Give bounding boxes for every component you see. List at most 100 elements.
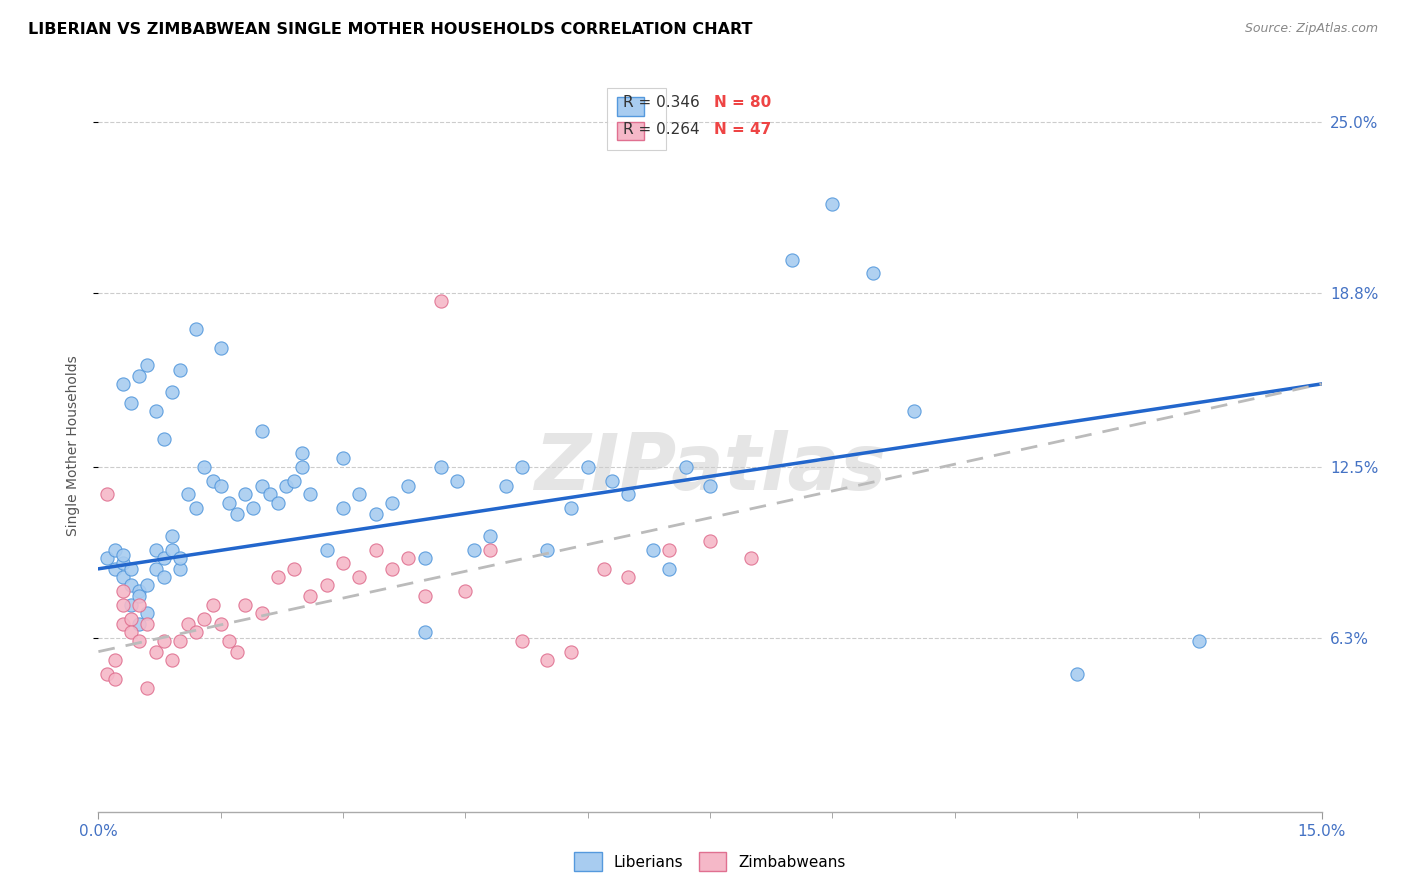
- Point: [193, 611, 215, 625]
- Text: R = 0.264: R = 0.264: [623, 122, 699, 136]
- Point: [413, 590, 436, 604]
- Point: [169, 363, 191, 377]
- Point: [560, 501, 582, 516]
- Point: [120, 598, 142, 612]
- Text: Source: ZipAtlas.com: Source: ZipAtlas.com: [1244, 22, 1378, 36]
- Point: [740, 550, 762, 565]
- Point: [267, 495, 290, 509]
- Point: [128, 598, 150, 612]
- Point: [576, 459, 599, 474]
- Point: [658, 562, 681, 576]
- Point: [111, 617, 134, 632]
- Point: [120, 562, 142, 576]
- Point: [145, 542, 167, 557]
- Point: [111, 557, 134, 571]
- Point: [699, 479, 721, 493]
- Point: [299, 590, 322, 604]
- Point: [1188, 633, 1211, 648]
- Point: [332, 501, 354, 516]
- Legend: Liberians, Zimbabweans: Liberians, Zimbabweans: [568, 847, 852, 877]
- Point: [128, 583, 150, 598]
- Point: [104, 672, 127, 686]
- Point: [186, 501, 208, 516]
- Point: [145, 645, 167, 659]
- Point: [364, 542, 387, 557]
- Point: [283, 562, 305, 576]
- Point: [430, 459, 453, 474]
- Point: [821, 197, 844, 211]
- Point: [145, 562, 167, 576]
- Point: [145, 404, 167, 418]
- Point: [111, 598, 134, 612]
- Point: [104, 653, 127, 667]
- Point: [675, 459, 697, 474]
- Point: [641, 542, 664, 557]
- Point: [658, 542, 681, 557]
- Point: [120, 578, 142, 592]
- Point: [283, 474, 305, 488]
- Point: [349, 487, 371, 501]
- Point: [463, 542, 485, 557]
- Point: [152, 570, 174, 584]
- Point: [136, 358, 159, 372]
- Point: [136, 617, 159, 632]
- Point: [226, 645, 249, 659]
- Point: [152, 550, 174, 565]
- Point: [233, 487, 256, 501]
- Point: [349, 570, 371, 584]
- Point: [120, 625, 142, 640]
- Point: [177, 487, 200, 501]
- Y-axis label: Single Mother Households: Single Mother Households: [66, 356, 80, 536]
- Point: [430, 294, 453, 309]
- Point: [169, 633, 191, 648]
- Point: [104, 542, 127, 557]
- Point: [136, 681, 159, 695]
- Text: N = 47: N = 47: [714, 122, 772, 136]
- Point: [111, 583, 134, 598]
- Point: [903, 404, 925, 418]
- Point: [250, 606, 273, 620]
- Point: [209, 479, 232, 493]
- Point: [315, 542, 337, 557]
- Point: [136, 606, 159, 620]
- Point: [152, 633, 174, 648]
- Point: [128, 368, 150, 383]
- Point: [299, 487, 322, 501]
- Point: [186, 625, 208, 640]
- Point: [512, 633, 534, 648]
- Point: [454, 583, 477, 598]
- Point: [267, 570, 290, 584]
- Point: [413, 550, 436, 565]
- Point: [478, 542, 501, 557]
- Point: [446, 474, 468, 488]
- Point: [617, 570, 640, 584]
- Point: [315, 578, 337, 592]
- Point: [226, 507, 249, 521]
- Point: [160, 542, 183, 557]
- Point: [332, 557, 354, 571]
- Point: [478, 529, 501, 543]
- Point: [218, 633, 240, 648]
- Point: [250, 479, 273, 493]
- Point: [111, 548, 134, 562]
- Text: LIBERIAN VS ZIMBABWEAN SINGLE MOTHER HOUSEHOLDS CORRELATION CHART: LIBERIAN VS ZIMBABWEAN SINGLE MOTHER HOU…: [28, 22, 752, 37]
- Point: [381, 495, 404, 509]
- Point: [201, 598, 224, 612]
- Point: [617, 487, 640, 501]
- Point: [136, 578, 159, 592]
- Text: ZIPatlas: ZIPatlas: [534, 430, 886, 506]
- Point: [291, 459, 314, 474]
- Point: [186, 321, 208, 335]
- Point: [160, 529, 183, 543]
- Point: [160, 385, 183, 400]
- Point: [209, 617, 232, 632]
- Point: [250, 424, 273, 438]
- Point: [177, 617, 200, 632]
- Point: [413, 625, 436, 640]
- Point: [152, 432, 174, 446]
- Point: [780, 252, 803, 267]
- Point: [96, 487, 118, 501]
- Point: [332, 451, 354, 466]
- Point: [128, 617, 150, 632]
- Point: [169, 562, 191, 576]
